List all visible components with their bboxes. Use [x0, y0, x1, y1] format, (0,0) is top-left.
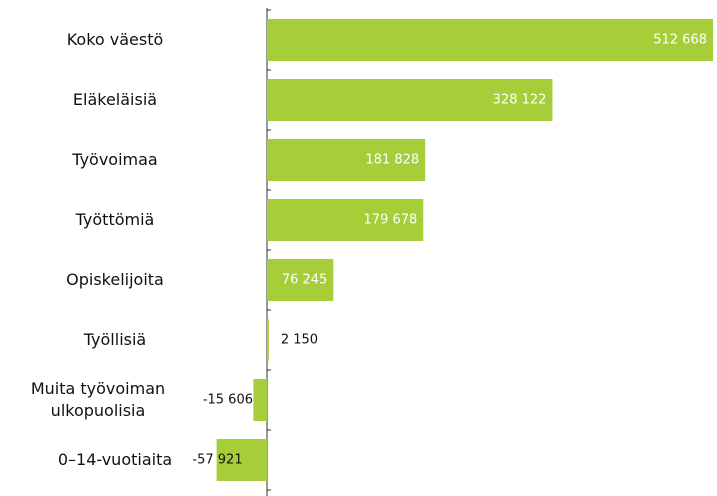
bar	[267, 259, 334, 301]
bar	[253, 379, 267, 421]
category-label: 0–14-vuotiaita	[57, 450, 173, 469]
value-label: 2 150	[281, 333, 318, 348]
value-label: 76 245	[282, 273, 328, 288]
value-label: 181 828	[365, 153, 419, 168]
value-label: 179 678	[364, 213, 418, 228]
bar	[267, 79, 553, 121]
bar	[267, 19, 713, 61]
category-label: Opiskelijoita	[66, 270, 164, 289]
value-label: 512 668	[653, 33, 707, 48]
bar	[267, 319, 269, 361]
category-label: Eläkeläisiä	[72, 90, 158, 109]
category-label: Työttömiä	[75, 210, 155, 229]
category-label: Työvoimaa	[72, 150, 158, 169]
value-label: 328 122	[493, 93, 547, 108]
value-label: -15 606	[203, 393, 253, 408]
bar	[216, 439, 267, 481]
category-label: Työllisiä	[83, 330, 147, 349]
bar	[267, 199, 424, 241]
category-label: Muita työvoiman ulkopuolisia	[30, 379, 166, 420]
category-label: Koko väestö	[66, 30, 164, 49]
value-label: -57 921	[192, 453, 242, 468]
bar	[267, 139, 426, 181]
